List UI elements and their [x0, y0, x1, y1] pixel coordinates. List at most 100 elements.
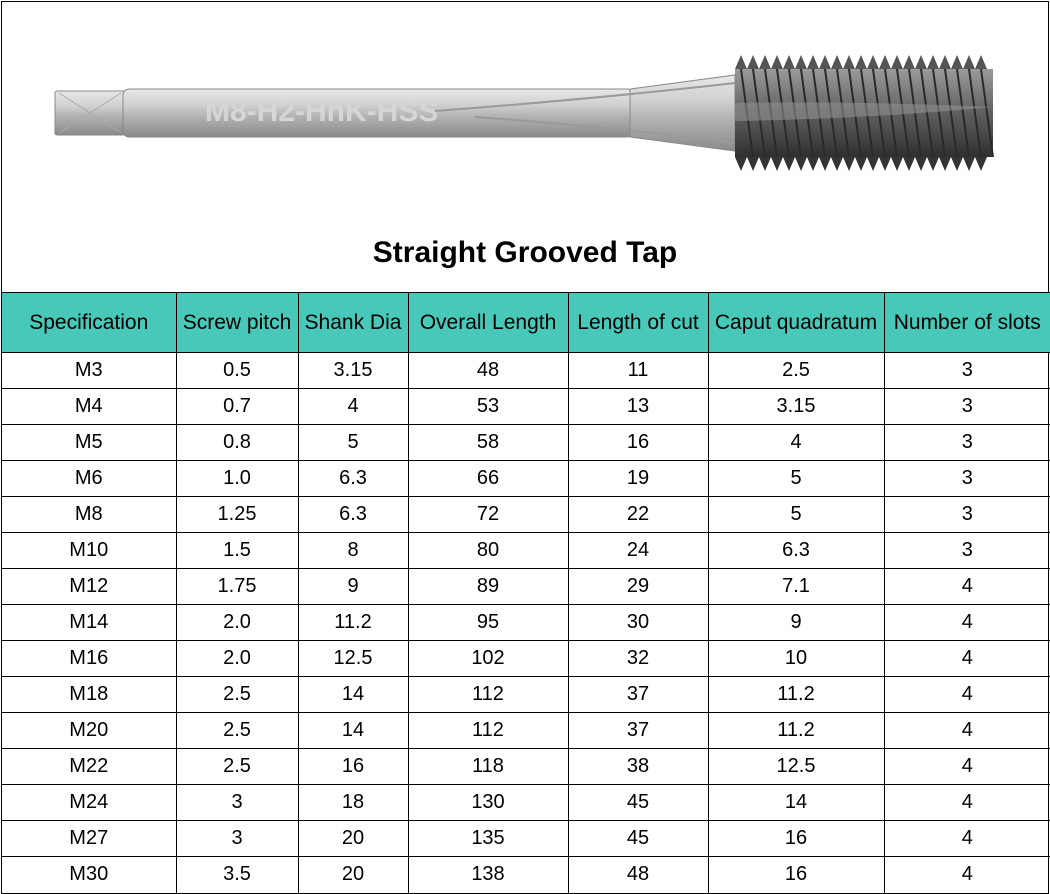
- table-cell: 4: [884, 857, 1050, 893]
- table-row: M142.011.2953094: [2, 605, 1050, 641]
- table-cell: M27: [2, 821, 176, 857]
- table-cell: 3: [884, 497, 1050, 533]
- table-cell: 66: [408, 461, 568, 497]
- table-cell: 13: [568, 389, 708, 425]
- table-cell: 3.15: [298, 353, 408, 389]
- table-cell: M24: [2, 785, 176, 821]
- table-row: M2431813045144: [2, 785, 1050, 821]
- title-area: Straight Grooved Tap: [2, 220, 1048, 292]
- table-cell: 3: [176, 785, 298, 821]
- table-row: M50.85581643: [2, 425, 1050, 461]
- table-cell: 4: [884, 821, 1050, 857]
- table-cell: 2.5: [708, 353, 884, 389]
- table-row: M303.52013848164: [2, 857, 1050, 893]
- table-cell: 11: [568, 353, 708, 389]
- table-row: M121.75989297.14: [2, 569, 1050, 605]
- table-cell: 6.3: [298, 461, 408, 497]
- product-illustration-area: M8-H2-HnK-HSS: [2, 2, 1048, 220]
- table-cell: 3: [884, 461, 1050, 497]
- table-cell: 4: [884, 749, 1050, 785]
- table-cell: 4: [298, 389, 408, 425]
- table-cell: 22: [568, 497, 708, 533]
- table-cell: M4: [2, 389, 176, 425]
- table-cell: 6.3: [298, 497, 408, 533]
- table-cell: 80: [408, 533, 568, 569]
- table-cell: 95: [408, 605, 568, 641]
- table-cell: 11.2: [708, 677, 884, 713]
- table-cell: M18: [2, 677, 176, 713]
- table-cell: 37: [568, 677, 708, 713]
- table-cell: 24: [568, 533, 708, 569]
- table-cell: 1.0: [176, 461, 298, 497]
- table-cell: 29: [568, 569, 708, 605]
- table-cell: 58: [408, 425, 568, 461]
- table-cell: 0.8: [176, 425, 298, 461]
- table-cell: 5: [298, 425, 408, 461]
- table-cell: 2.5: [176, 677, 298, 713]
- table-row: M81.256.3722253: [2, 497, 1050, 533]
- table-cell: 1.25: [176, 497, 298, 533]
- table-cell: M6: [2, 461, 176, 497]
- table-cell: 14: [708, 785, 884, 821]
- table-cell: M16: [2, 641, 176, 677]
- table-cell: 3.15: [708, 389, 884, 425]
- table-cell: 72: [408, 497, 568, 533]
- table-cell: 14: [298, 713, 408, 749]
- table-cell: 10: [708, 641, 884, 677]
- page-title: Straight Grooved Tap: [2, 236, 1048, 270]
- table-cell: 16: [298, 749, 408, 785]
- table-cell: 4: [884, 785, 1050, 821]
- tap-illustration: M8-H2-HnK-HSS: [35, 41, 1015, 181]
- table-cell: 9: [708, 605, 884, 641]
- table-row: M101.5880246.33: [2, 533, 1050, 569]
- table-cell: 3: [884, 389, 1050, 425]
- table-cell: 5: [708, 497, 884, 533]
- table-cell: M8: [2, 497, 176, 533]
- table-row: M61.06.3661953: [2, 461, 1050, 497]
- table-cell: M3: [2, 353, 176, 389]
- engraving-text: M8-H2-HnK-HSS: [205, 95, 438, 128]
- col-number-of-slots: Number of slots: [884, 293, 1050, 353]
- table-cell: 3: [884, 425, 1050, 461]
- table-cell: 5: [708, 461, 884, 497]
- table-row: M162.012.510232104: [2, 641, 1050, 677]
- table-cell: 1.5: [176, 533, 298, 569]
- table-cell: M14: [2, 605, 176, 641]
- table-cell: 16: [708, 857, 884, 893]
- table-cell: 138: [408, 857, 568, 893]
- table-cell: 12.5: [708, 749, 884, 785]
- table-cell: 7.1: [708, 569, 884, 605]
- table-cell: 4: [884, 713, 1050, 749]
- table-cell: 20: [298, 821, 408, 857]
- table-cell: 4: [884, 641, 1050, 677]
- col-shank-dia: Shank Dia: [298, 293, 408, 353]
- table-cell: 2.5: [176, 713, 298, 749]
- table-cell: M5: [2, 425, 176, 461]
- table-cell: 30: [568, 605, 708, 641]
- table-cell: 112: [408, 713, 568, 749]
- table-cell: 48: [568, 857, 708, 893]
- table-cell: 19: [568, 461, 708, 497]
- table-cell: 9: [298, 569, 408, 605]
- table-cell: 118: [408, 749, 568, 785]
- table-cell: 37: [568, 713, 708, 749]
- table-cell: M30: [2, 857, 176, 893]
- table-cell: 45: [568, 821, 708, 857]
- table-cell: 2.0: [176, 605, 298, 641]
- table-cell: 3: [884, 533, 1050, 569]
- table-cell: 0.7: [176, 389, 298, 425]
- spec-sheet: M8-H2-HnK-HSS Straight Grooved Tap: [1, 1, 1049, 894]
- table-cell: 38: [568, 749, 708, 785]
- table-cell: 53: [408, 389, 568, 425]
- table-cell: 14: [298, 677, 408, 713]
- col-specification: Specification: [2, 293, 176, 353]
- col-screw-pitch: Screw pitch: [176, 293, 298, 353]
- table-cell: 4: [884, 677, 1050, 713]
- table-cell: 3: [176, 821, 298, 857]
- table-cell: 3: [884, 353, 1050, 389]
- spec-table: Specification Screw pitch Shank Dia Over…: [2, 292, 1050, 893]
- table-cell: 45: [568, 785, 708, 821]
- col-overall-length: Overall Length: [408, 293, 568, 353]
- table-cell: 0.5: [176, 353, 298, 389]
- table-cell: 4: [884, 569, 1050, 605]
